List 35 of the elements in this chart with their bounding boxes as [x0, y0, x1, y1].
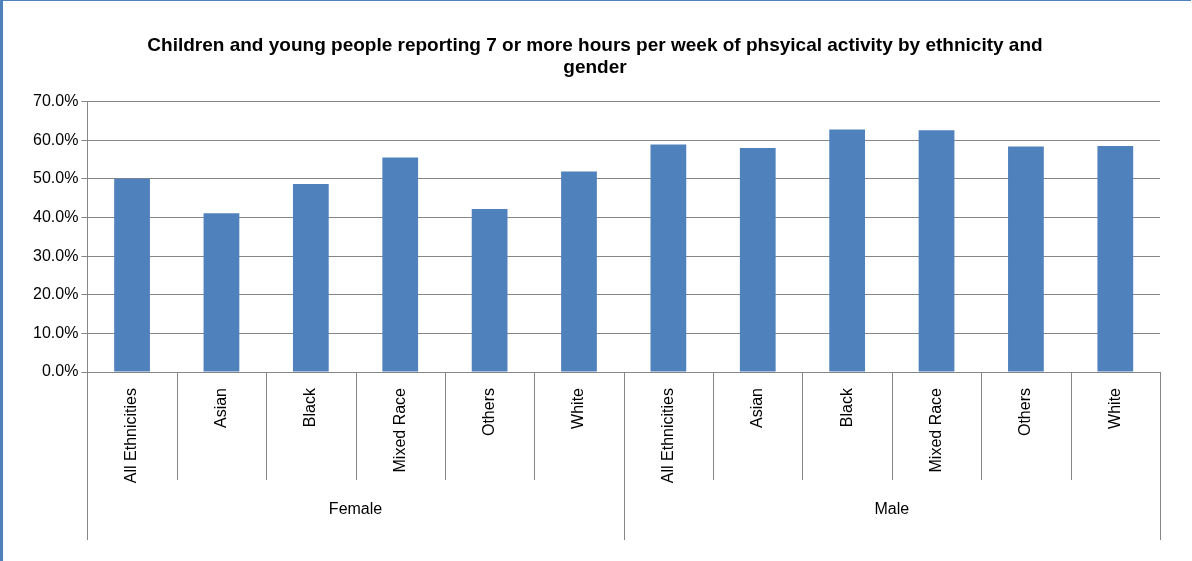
x-tick-label: All Ethnicities — [658, 388, 676, 484]
bar — [918, 130, 955, 372]
x-tick-label: Black — [837, 387, 855, 428]
x-tick-label: White — [1105, 387, 1123, 429]
x-tick-label: All Ethnicities — [122, 388, 140, 484]
bar — [114, 178, 150, 372]
y-tick-label: 50.0% — [32, 169, 79, 187]
text: Male — [874, 500, 910, 518]
bar — [292, 183, 329, 372]
bar — [1097, 146, 1134, 372]
bar — [203, 213, 240, 372]
bar — [561, 171, 597, 372]
bar — [650, 144, 687, 372]
bar — [471, 208, 508, 372]
x-tick-label: White — [569, 387, 587, 429]
x-tick-label: Mixed Race — [926, 387, 944, 473]
y-tick-label: 20.0% — [32, 285, 79, 303]
x-tick-label: Mixed Race — [390, 387, 408, 473]
y-tick-label: 60.0% — [32, 130, 79, 148]
y-tick-label: 40.0% — [32, 207, 79, 225]
bar — [382, 157, 419, 372]
bar — [829, 129, 866, 372]
y-tick-label: 30.0% — [32, 246, 79, 264]
x-tick-label: Others — [480, 388, 498, 437]
x-tick-label: Asian — [748, 388, 766, 429]
text: Female — [328, 500, 383, 518]
bar — [739, 147, 776, 372]
x-tick-label: Asian — [211, 388, 229, 429]
y-tick-label: 10.0% — [32, 323, 79, 341]
y-tick-label: 70.0% — [32, 92, 79, 110]
x-tick-label: Others — [1016, 388, 1034, 437]
bar — [1008, 146, 1044, 372]
x-tick-label: Black — [301, 387, 319, 428]
y-tick-label: 0.0% — [41, 362, 79, 380]
chart-title: Children and young people reporting 7 or more hours per week of phsyical activity by ethnicity and gender — [147, 33, 1043, 78]
